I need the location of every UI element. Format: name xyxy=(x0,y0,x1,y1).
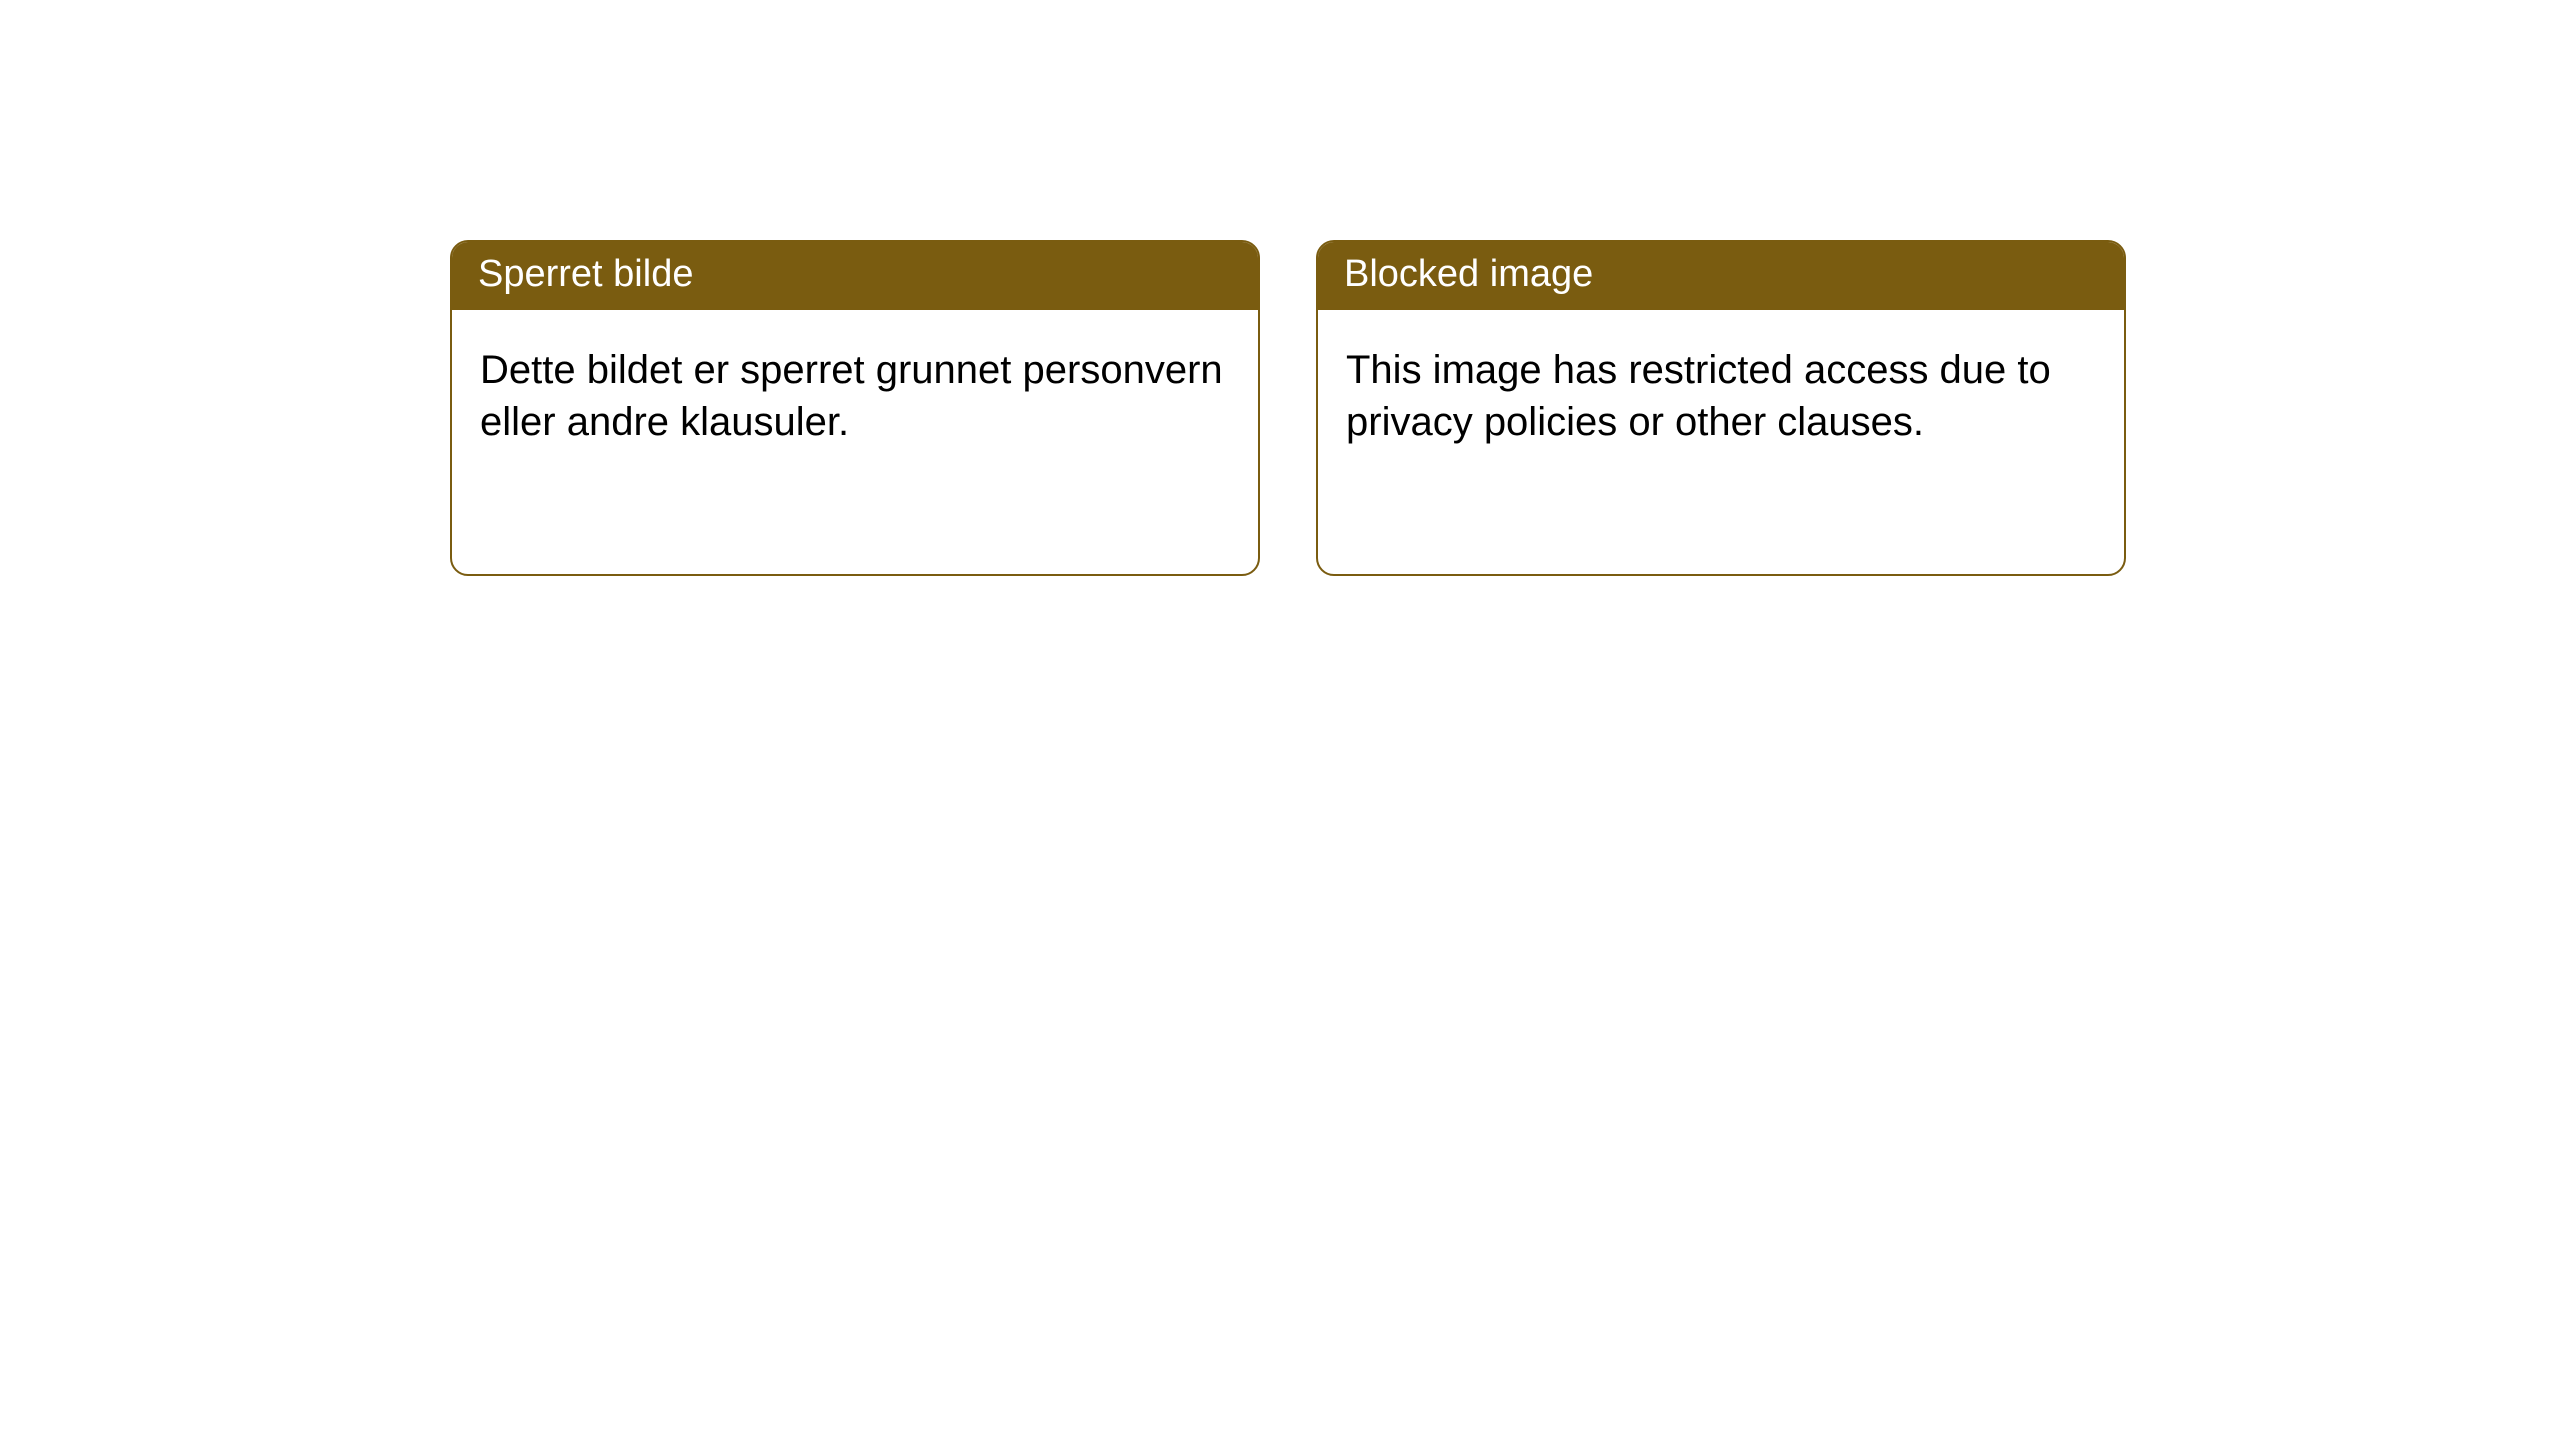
notice-box-norwegian: Sperret bilde Dette bildet er sperret gr… xyxy=(450,240,1260,576)
notice-body-norwegian: Dette bildet er sperret grunnet personve… xyxy=(452,310,1258,484)
notice-container: Sperret bilde Dette bildet er sperret gr… xyxy=(0,0,2560,576)
notice-body-english: This image has restricted access due to … xyxy=(1318,310,2124,484)
notice-title-norwegian: Sperret bilde xyxy=(452,242,1258,310)
notice-title-english: Blocked image xyxy=(1318,242,2124,310)
notice-box-english: Blocked image This image has restricted … xyxy=(1316,240,2126,576)
